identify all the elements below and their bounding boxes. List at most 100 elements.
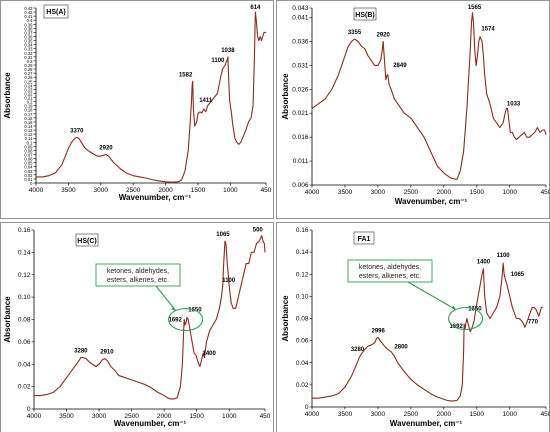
y-tick-label: 0.07 bbox=[24, 153, 33, 158]
peak-label: 3280 bbox=[74, 349, 88, 355]
panel-title-box bbox=[75, 233, 99, 247]
y-tick-label: 0.42 bbox=[24, 10, 33, 15]
x-tick-label: 3500 bbox=[61, 187, 76, 194]
peak-label: 1065 bbox=[511, 272, 525, 278]
y-axis-title: Absorbance bbox=[3, 72, 12, 119]
x-axis-title: Wavenumber, cm⁻¹ bbox=[395, 197, 468, 206]
y-tick-label: 0.01 bbox=[24, 177, 33, 182]
y-tick-label: 0.32 bbox=[24, 51, 33, 56]
x-tick-label: 3000 bbox=[371, 189, 386, 196]
y-tick-label: 0.4 bbox=[27, 18, 33, 23]
y-tick-label: 0.026 bbox=[292, 86, 309, 93]
y-tick-label: 0.02 bbox=[24, 173, 33, 178]
peak-label: 2920 bbox=[99, 146, 113, 152]
annotation-text: ketones, aldehydes, bbox=[359, 264, 421, 271]
annotation-text: esters, alkenes, etc. bbox=[107, 277, 169, 284]
y-tick-label: 0.19 bbox=[24, 104, 33, 109]
y-tick-label: 0.38 bbox=[24, 26, 33, 31]
x-tick-label: 1500 bbox=[470, 411, 485, 418]
y-tick-label: 0.08 bbox=[18, 317, 31, 324]
x-tick-label: 4000 bbox=[27, 413, 42, 420]
y-tick-label: 0.06 bbox=[24, 157, 33, 162]
y-tick-label: 0.24 bbox=[24, 83, 33, 88]
peak-label: 1411 bbox=[199, 98, 213, 104]
y-tick-label: 0.011 bbox=[293, 158, 309, 165]
y-tick-label: 0.06 bbox=[296, 338, 309, 345]
x-tick-label: 2500 bbox=[404, 189, 419, 196]
y-tick-label: 0.09 bbox=[24, 144, 33, 149]
spectrum-line bbox=[36, 11, 266, 183]
x-tick-label: 3000 bbox=[94, 187, 109, 194]
peak-label: 1100 bbox=[497, 253, 511, 259]
y-tick-label: 0.1 bbox=[27, 140, 33, 145]
y-tick-label: 0.043 bbox=[292, 5, 309, 12]
panel-frame bbox=[276, 0, 550, 219]
y-tick-label: 0.02 bbox=[18, 384, 31, 391]
y-tick-label: 0.041 bbox=[292, 15, 309, 22]
y-tick-label: 0.28 bbox=[24, 67, 33, 72]
x-tick-label: 1500 bbox=[470, 189, 485, 196]
y-tick-label: 0.02 bbox=[296, 382, 309, 389]
peak-label: 1100 bbox=[211, 58, 225, 64]
y-tick-label: 0.08 bbox=[24, 148, 33, 153]
y-axis-title: Absorbance bbox=[281, 295, 290, 342]
y-tick-label: 0.37 bbox=[24, 30, 33, 35]
y-tick-label: 0.12 bbox=[18, 272, 31, 279]
y-tick-label: 0.41 bbox=[24, 14, 33, 19]
y-tick-label: 0.27 bbox=[24, 71, 33, 76]
annotation-box bbox=[95, 263, 181, 287]
peak-label: 1100 bbox=[222, 278, 236, 284]
x-tick-label: 2500 bbox=[124, 413, 139, 420]
spectrum-line bbox=[312, 262, 543, 402]
peak-label: 1065 bbox=[216, 232, 230, 238]
y-tick-label: 0.016 bbox=[292, 134, 309, 141]
annotation-arrow bbox=[407, 281, 456, 310]
peak-label: 2920 bbox=[377, 32, 391, 38]
y-tick-label: 0.2 bbox=[27, 100, 33, 105]
y-tick-label: 0.12 bbox=[296, 271, 309, 278]
y-tick-label: 0.16 bbox=[24, 116, 33, 121]
panel-title: FA1 bbox=[358, 236, 371, 243]
x-tick-label: 4000 bbox=[29, 187, 44, 194]
y-tick-label: 0.17 bbox=[24, 112, 33, 117]
x-tick-label: 450 bbox=[260, 413, 271, 420]
x-tick-label: 1000 bbox=[222, 413, 237, 420]
x-tick-label: 450 bbox=[261, 187, 272, 194]
peak-label: 1582 bbox=[179, 72, 193, 78]
chart-panel-1: 4000 3500 3000 2500 2000 1500 1000 450 00.010.02… bbox=[0, 0, 274, 219]
chart-panel-2: 4000 3500 3000 2500 2000 1500 1000 450 0.006 0.01… bbox=[276, 0, 550, 219]
y-tick-label: 0.23 bbox=[24, 87, 33, 92]
peak-label: 2849 bbox=[393, 63, 407, 69]
y-tick-label: 0.3 bbox=[27, 59, 33, 64]
y-tick-label: 0.29 bbox=[24, 63, 33, 68]
y-tick-label: 0.18 bbox=[24, 108, 33, 113]
peak-label: 1033 bbox=[507, 101, 521, 107]
x-tick-label: 450 bbox=[541, 411, 550, 418]
y-tick-label: 0.35 bbox=[24, 39, 33, 44]
y-tick-label: 0.33 bbox=[24, 47, 33, 52]
x-tick-label: 3500 bbox=[59, 413, 74, 420]
peak-label: 2910 bbox=[100, 350, 114, 356]
peak-label: 1565 bbox=[468, 5, 482, 11]
peak-label: 1400 bbox=[477, 260, 491, 266]
annotation-arrowhead bbox=[451, 305, 456, 310]
y-tick-label: 0.11 bbox=[25, 136, 34, 141]
panel-title-box bbox=[353, 231, 375, 245]
y-tick-label: 0.06 bbox=[18, 339, 31, 346]
annotation-arrow bbox=[155, 285, 177, 311]
spectrum-line bbox=[34, 235, 266, 400]
x-tick-label: 4000 bbox=[305, 189, 320, 196]
y-tick-label: 0.14 bbox=[24, 124, 33, 129]
panel-title: HS(C) bbox=[77, 238, 96, 245]
y-tick-label: 0.36 bbox=[24, 34, 33, 39]
annotation-arrowhead bbox=[171, 306, 176, 311]
x-tick-label: 1500 bbox=[189, 413, 204, 420]
chart-panel-4: 4000 3500 3000 2500 2000 1500 1000 450 0 0.02 0.04… bbox=[276, 222, 550, 432]
y-tick-label: 0.10 bbox=[18, 294, 31, 301]
x-tick-label: 450 bbox=[541, 189, 550, 196]
peak-label: 1038 bbox=[221, 48, 235, 54]
peak-label: 1400 bbox=[203, 351, 217, 357]
y-tick-label: 0.12 bbox=[24, 132, 33, 137]
y-tick-label: 0.08 bbox=[296, 316, 309, 323]
